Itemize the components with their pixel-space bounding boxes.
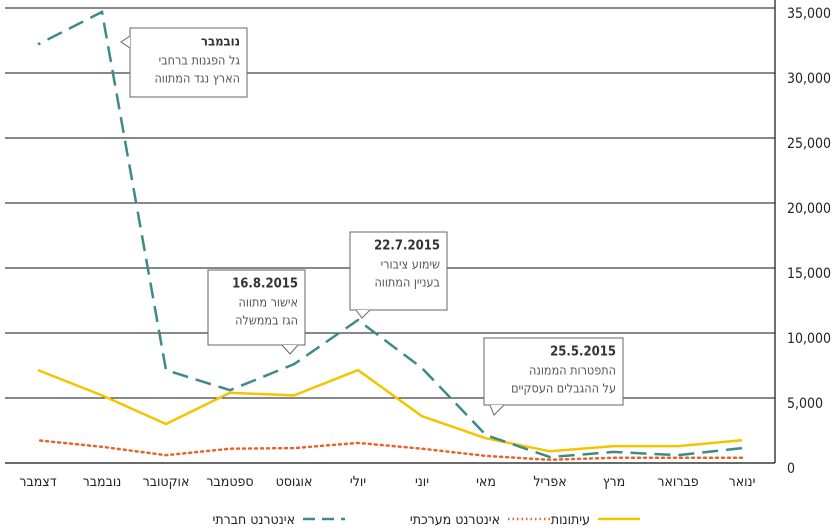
x-tick-label: אוגוסט — [276, 474, 313, 490]
legend-label: אינטרנט חברתי — [213, 512, 296, 528]
annotation-title: נובמבר — [201, 35, 240, 50]
annotation-pointer — [120, 35, 131, 49]
legend-label: אינטרנט מערכתי — [410, 512, 500, 528]
series-line — [37, 368, 743, 453]
annotation-pointer — [355, 309, 371, 319]
annotation-pointer — [489, 404, 505, 416]
x-tick-label: יולי — [350, 474, 366, 490]
annotation-text: בעניין המתווה — [374, 275, 440, 290]
x-tick-label: יוני — [415, 474, 429, 490]
series-line — [37, 10, 743, 459]
annotation-pointer — [281, 344, 299, 355]
y-tick-label: 10,000 — [787, 331, 831, 347]
x-tick-label: אוקטובר — [143, 474, 190, 490]
x-tick-label: מאי — [476, 474, 496, 490]
annotation-text: הארץ נגד המתווה — [154, 71, 240, 86]
x-tick-label: דצמבר — [19, 474, 56, 490]
annotation-box — [483, 337, 624, 406]
y-tick-label: 25,000 — [787, 136, 831, 152]
annotation-title: 25.5.2015 — [550, 345, 616, 360]
annotation-box — [207, 269, 306, 346]
annotation-text: על ההגבלים העסקיים — [511, 381, 616, 396]
x-tick-label: פברואר — [657, 474, 698, 490]
y-tick-label: 5,000 — [787, 396, 823, 412]
x-tick-label: מרץ — [603, 474, 625, 490]
annotation-box — [129, 27, 248, 98]
annotation-text: הגז בממשלה — [235, 313, 298, 328]
y-tick-label: 35,000 — [787, 6, 831, 22]
x-tick-label: ספטמבר — [206, 474, 253, 490]
annotation-text: שימוע ציבורי — [381, 257, 440, 272]
annotation-text: גל הפגנות ברחבי — [159, 53, 241, 68]
y-tick-label: 30,000 — [787, 71, 831, 87]
annotation-title: 16.8.2015 — [232, 277, 298, 292]
annotation-text: התפטרות הממונה — [529, 363, 616, 378]
annotation-title: 22.7.2015 — [374, 239, 440, 254]
x-tick-label: נובמבר — [83, 474, 122, 490]
y-tick-label: 20,000 — [787, 201, 831, 217]
y-tick-label: 15,000 — [787, 266, 831, 282]
legend-label: עיתונות — [551, 512, 590, 528]
annotation-box — [349, 231, 448, 311]
x-tick-label: ינואר — [729, 474, 756, 490]
y-tick-label: 0 — [787, 461, 795, 477]
annotation-text: אישור מתווה — [239, 295, 299, 310]
x-tick-label: אפריל — [533, 474, 566, 490]
series-line — [36, 439, 744, 462]
